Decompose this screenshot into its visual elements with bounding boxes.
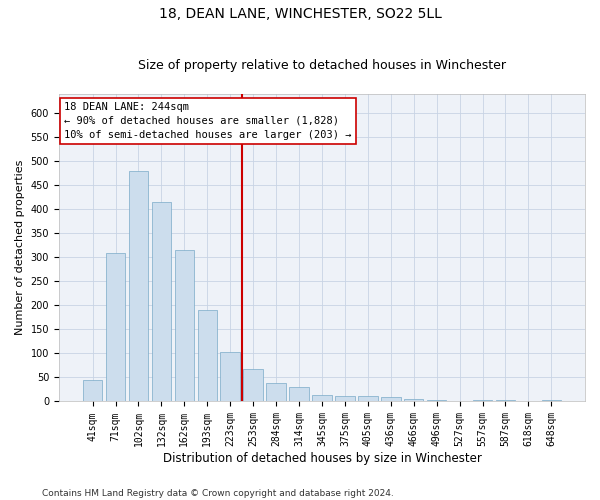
Bar	[358, 396, 377, 402]
Bar	[289, 387, 309, 402]
Bar	[175, 250, 194, 402]
Bar	[496, 400, 515, 402]
Bar	[312, 395, 332, 402]
Bar	[473, 400, 492, 402]
X-axis label: Distribution of detached houses by size in Winchester: Distribution of detached houses by size …	[163, 452, 481, 465]
Text: 18, DEAN LANE, WINCHESTER, SO22 5LL: 18, DEAN LANE, WINCHESTER, SO22 5LL	[158, 8, 442, 22]
Bar	[220, 352, 240, 402]
Bar	[266, 383, 286, 402]
Title: Size of property relative to detached houses in Winchester: Size of property relative to detached ho…	[138, 59, 506, 72]
Bar	[152, 202, 171, 402]
Bar	[335, 396, 355, 402]
Bar	[404, 398, 424, 402]
Text: Contains HM Land Registry data © Crown copyright and database right 2024.: Contains HM Land Registry data © Crown c…	[42, 488, 394, 498]
Bar	[542, 400, 561, 402]
Text: 18 DEAN LANE: 244sqm
← 90% of detached houses are smaller (1,828)
10% of semi-de: 18 DEAN LANE: 244sqm ← 90% of detached h…	[64, 102, 352, 140]
Bar	[106, 252, 125, 402]
Bar	[381, 396, 401, 402]
Bar	[197, 310, 217, 402]
Bar	[128, 171, 148, 402]
Y-axis label: Number of detached properties: Number of detached properties	[15, 160, 25, 336]
Bar	[244, 369, 263, 402]
Bar	[83, 380, 103, 402]
Bar	[427, 400, 446, 402]
